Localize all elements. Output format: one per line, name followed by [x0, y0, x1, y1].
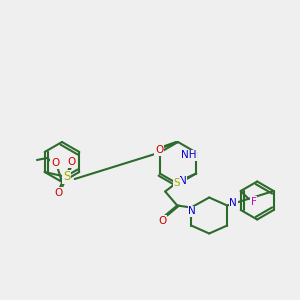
Text: O: O	[51, 158, 59, 168]
Text: S: S	[174, 178, 181, 188]
Text: N: N	[179, 176, 187, 186]
Text: O: O	[55, 188, 63, 198]
Text: F: F	[251, 197, 257, 207]
Text: N: N	[229, 199, 237, 208]
Text: O: O	[155, 145, 163, 155]
Text: S: S	[63, 170, 70, 184]
Text: N: N	[188, 206, 196, 217]
Text: NH: NH	[182, 151, 197, 160]
Text: O: O	[68, 157, 76, 167]
Text: O: O	[158, 215, 166, 226]
